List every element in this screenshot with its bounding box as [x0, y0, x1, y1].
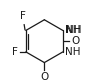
Text: F: F [12, 47, 18, 57]
Text: O: O [71, 36, 79, 46]
Text: NH: NH [66, 25, 81, 35]
Text: O: O [40, 72, 48, 82]
Text: NH: NH [65, 47, 81, 57]
Text: F: F [20, 11, 26, 21]
Text: NH: NH [65, 26, 81, 36]
